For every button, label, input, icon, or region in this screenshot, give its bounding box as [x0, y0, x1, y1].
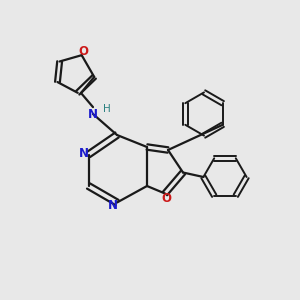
Text: N: N [79, 146, 89, 160]
Text: H: H [103, 104, 110, 114]
Text: N: N [88, 107, 98, 121]
Text: N: N [107, 199, 118, 212]
Text: O: O [78, 45, 88, 58]
Text: O: O [161, 192, 172, 206]
